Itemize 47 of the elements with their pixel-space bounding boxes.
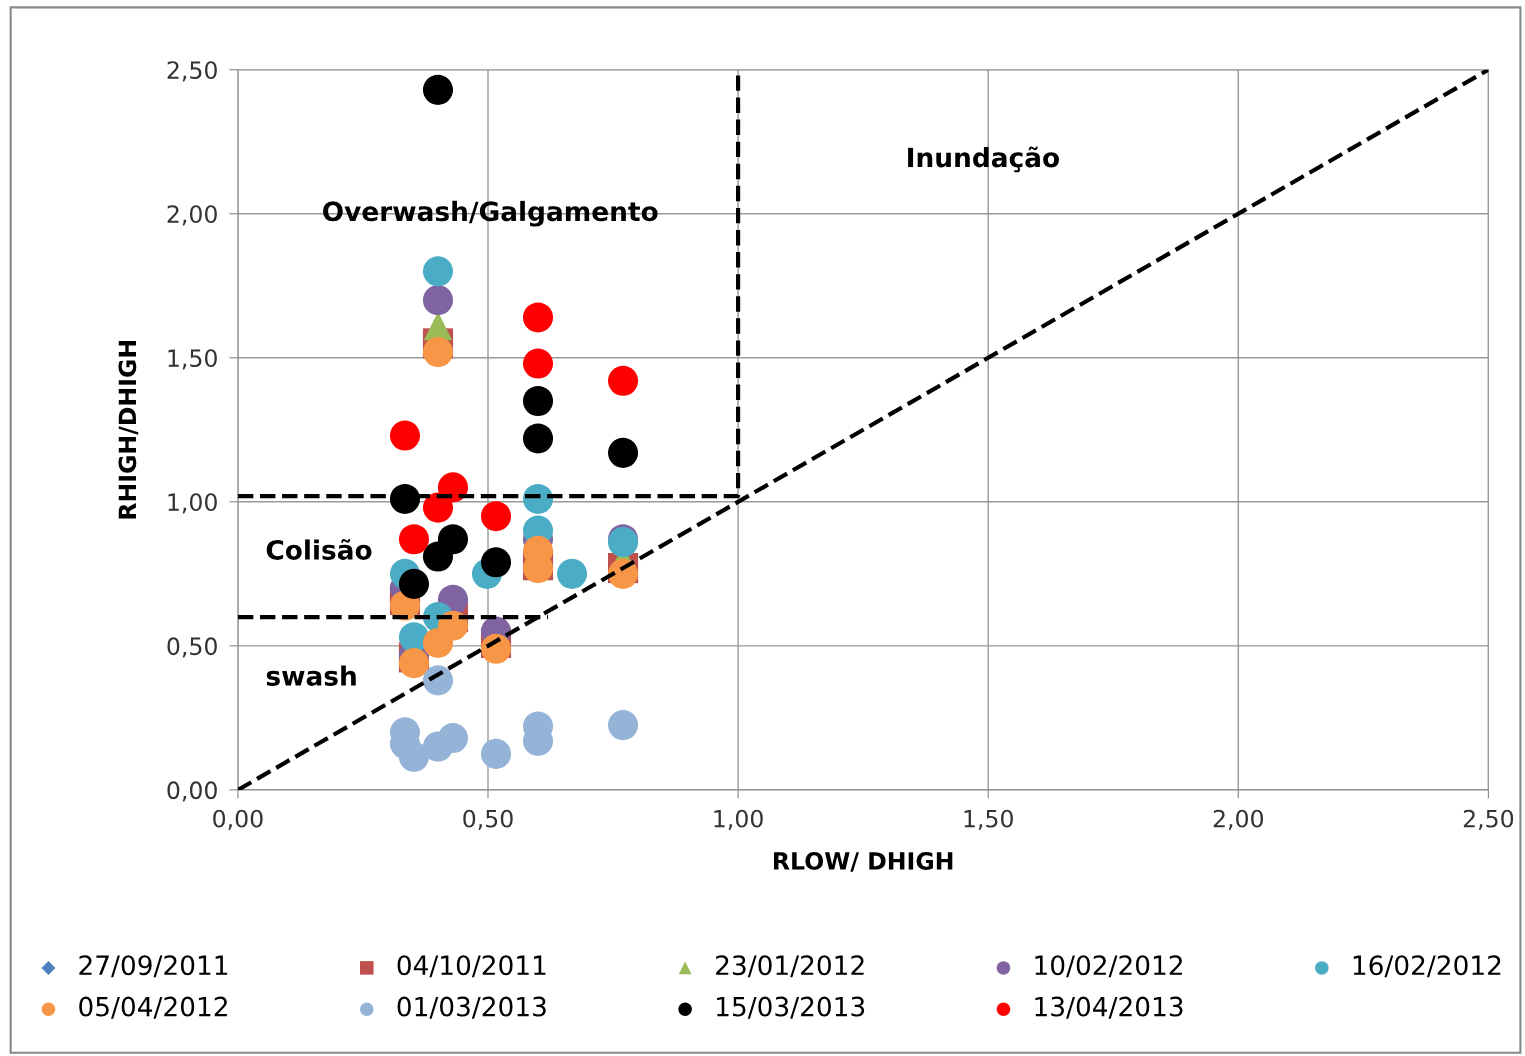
- point: [437, 722, 469, 754]
- x-tick-label: 1,00: [714, 809, 763, 831]
- legend-label: 01/03/2013: [397, 996, 546, 1019]
- y-axis-title: RHIGH/DHIGH: [118, 341, 139, 519]
- legend-label: 05/04/2012: [79, 996, 227, 1019]
- x-tick-label: 0,00: [213, 809, 263, 831]
- annotation: Overwash/Galgamento: [323, 200, 658, 227]
- point: [480, 738, 512, 769]
- point: [608, 437, 639, 468]
- point: [398, 524, 430, 555]
- point: [389, 420, 421, 451]
- x-tick-label: 0,50: [463, 809, 513, 831]
- y-tick-label: 0,50: [167, 637, 217, 658]
- point: [608, 710, 639, 741]
- annotation: Inundação: [908, 146, 1059, 173]
- point: [422, 285, 454, 316]
- point: [522, 423, 554, 454]
- point: [522, 302, 554, 333]
- legend-label: 27/09/2011: [79, 955, 228, 978]
- point: [422, 336, 454, 368]
- legend-label: 13/04/2013: [1035, 996, 1183, 1019]
- legend-label: 23/01/2012: [716, 955, 864, 978]
- y-tick-label: 1,50: [168, 349, 217, 370]
- x-tick-label: 2,00: [1213, 809, 1264, 831]
- annotation: Colisão: [266, 538, 372, 560]
- point: [437, 524, 469, 555]
- annotation: swash: [266, 665, 356, 686]
- legend-label: 16/02/2012: [1353, 955, 1501, 978]
- x-tick-label: 1,50: [964, 809, 1013, 831]
- y-tick-label: 2,50: [167, 61, 217, 82]
- point: [422, 74, 454, 105]
- y-tick-label: 0,00: [167, 781, 217, 802]
- point: [480, 547, 512, 578]
- x-axis-title: RLOW/ DHIGH: [774, 852, 953, 872]
- y-tick-label: 2,00: [167, 205, 217, 226]
- point: [608, 365, 639, 396]
- point: [398, 741, 430, 772]
- legend-label: 04/10/2011: [397, 955, 546, 978]
- legend-label: 15/03/2013: [717, 996, 865, 1019]
- legend-label: 10/02/2012: [1035, 955, 1182, 978]
- point: [522, 385, 554, 417]
- point: [480, 501, 512, 532]
- point: [522, 348, 554, 379]
- x-tick-label: 2,50: [1463, 809, 1514, 831]
- point: [556, 558, 588, 589]
- y-tick-label: 1,00: [168, 493, 217, 514]
- point: [422, 256, 454, 287]
